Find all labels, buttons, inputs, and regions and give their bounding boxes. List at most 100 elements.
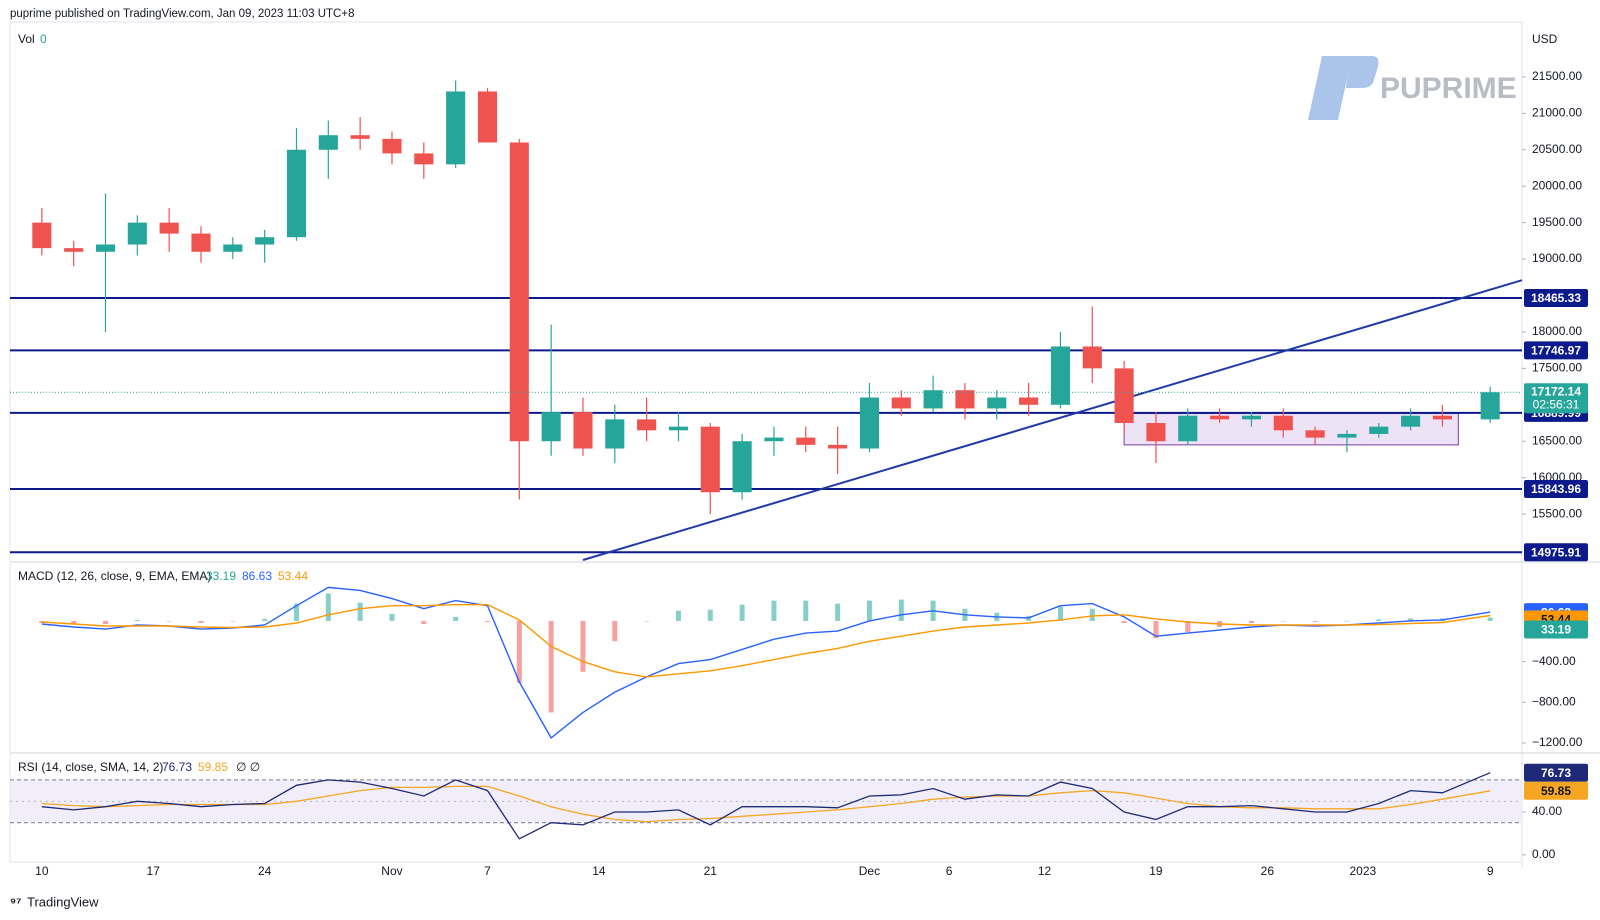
- candle-body: [923, 390, 943, 409]
- histogram-bar: [1376, 619, 1382, 621]
- level-label: 17746.97: [1531, 344, 1581, 358]
- axis-unit: USD: [1532, 32, 1558, 46]
- y-tick-label: 19500.00: [1532, 215, 1582, 229]
- rsi-tag-bg: [1524, 763, 1588, 782]
- volume-label: Vol: [18, 32, 35, 46]
- y-tick-label: −400.00: [1532, 654, 1576, 668]
- candle-body: [509, 142, 529, 442]
- legend-extra: ∅ ∅: [236, 760, 260, 774]
- histogram-bar: [166, 620, 172, 622]
- histogram-bar: [484, 620, 490, 622]
- histogram-bar: [357, 602, 363, 621]
- candle-body: [732, 441, 752, 493]
- candle-body: [1019, 397, 1039, 405]
- histogram-tag: 33.19: [1541, 623, 1571, 637]
- candle-body: [1241, 415, 1261, 420]
- histogram-bar: [453, 616, 459, 621]
- rsi-sma-tag-bg: [1524, 781, 1588, 800]
- legend-value: 86.63: [242, 569, 272, 583]
- level-label-bg: [1524, 480, 1588, 499]
- volume-value: 0: [40, 32, 47, 46]
- rsi-line: [41, 785, 1491, 823]
- x-tick-label: 21: [704, 864, 718, 878]
- pane-title: RSI (14, close, SMA, 14, 2): [18, 760, 163, 774]
- histogram-bar: [644, 620, 650, 622]
- histogram-bar: [1408, 618, 1414, 621]
- x-tick-label: 10: [35, 864, 49, 878]
- histogram-bar: [771, 600, 777, 621]
- x-tick-label: Dec: [859, 864, 880, 878]
- candle-body: [1401, 415, 1421, 427]
- y-tick-label: 0.00: [1532, 847, 1556, 861]
- x-tick-label: 12: [1038, 864, 1052, 878]
- histogram-tag-bg: [1524, 620, 1588, 639]
- rsi-sma-tag: 59.85: [1541, 784, 1571, 798]
- candle-body: [255, 237, 275, 245]
- header: puprime published on TradingView.com, Ja…: [10, 8, 354, 20]
- histogram-bar: [1185, 620, 1191, 633]
- candle-body: [764, 437, 784, 442]
- histogram-bar: [1344, 620, 1350, 622]
- y-tick-label: 40.00: [1532, 804, 1562, 818]
- level-label-bg: [1524, 289, 1588, 308]
- trendline: [582, 279, 1523, 561]
- candle-body: [1305, 430, 1325, 438]
- logo-mark: [1346, 56, 1379, 88]
- footer: TradingView: [27, 894, 99, 909]
- histogram-bar: [548, 620, 554, 713]
- y-tick-label: 21000.00: [1532, 106, 1582, 120]
- rsi-tag: 76.73: [1541, 766, 1571, 780]
- y-tick-label: −1200.00: [1532, 735, 1583, 749]
- candle-body: [32, 222, 52, 249]
- candle-body: [1480, 392, 1500, 420]
- histogram-bar: [1089, 608, 1095, 621]
- candle-body: [1050, 346, 1070, 405]
- histogram-bar: [262, 618, 268, 621]
- x-tick-label: 14: [592, 864, 606, 878]
- legend-value: 53.44: [278, 569, 308, 583]
- histogram-bar: [198, 620, 204, 623]
- y-tick-label: 20000.00: [1532, 178, 1582, 192]
- candle-body: [637, 419, 657, 431]
- candle-body: [605, 419, 625, 449]
- histogram-bar: [866, 600, 872, 621]
- candle-body: [1337, 433, 1357, 438]
- y-tick-label: −800.00: [1532, 694, 1576, 708]
- countdown: 02:56:31: [1533, 397, 1580, 411]
- candle-body: [796, 437, 816, 445]
- candle-body: [700, 426, 720, 493]
- legend-value: 76.73: [162, 760, 192, 774]
- x-tick-label: 7: [484, 864, 491, 878]
- logo-text: PUPRIME: [1380, 72, 1517, 105]
- histogram-bar: [707, 609, 713, 621]
- histogram-bar: [580, 620, 586, 672]
- histogram-bar: [134, 619, 140, 621]
- level-label: 14975.91: [1531, 545, 1581, 559]
- footer-icon: ⁹⁷: [10, 894, 22, 909]
- histogram-bar: [1487, 617, 1493, 621]
- histogram-bar: [421, 620, 427, 624]
- candle-body: [1432, 415, 1452, 420]
- candle-body: [1114, 368, 1134, 424]
- histogram-bar: [1280, 620, 1286, 622]
- candle-body: [191, 233, 211, 252]
- rsi-line: [41, 772, 1491, 840]
- candle-body: [64, 248, 84, 252]
- candle-body: [446, 91, 466, 165]
- last-price-label: 17172.14: [1531, 384, 1581, 398]
- y-tick-label: 20500.00: [1532, 142, 1582, 156]
- legend-value: 33.19: [206, 569, 236, 583]
- histogram-bar: [230, 620, 236, 622]
- histogram-bar: [739, 604, 745, 621]
- legend-value: 59.85: [198, 760, 228, 774]
- histogram-bar: [803, 600, 809, 621]
- level-label: 18465.33: [1531, 291, 1581, 305]
- x-tick-label: 9: [1487, 864, 1494, 878]
- histogram-bar: [325, 593, 331, 621]
- x-tick-label: Nov: [381, 864, 402, 878]
- candle-body: [987, 397, 1007, 409]
- candle-body: [127, 222, 147, 245]
- histogram-bar: [1057, 606, 1063, 621]
- candle-body: [286, 149, 307, 238]
- candle-body: [541, 412, 561, 442]
